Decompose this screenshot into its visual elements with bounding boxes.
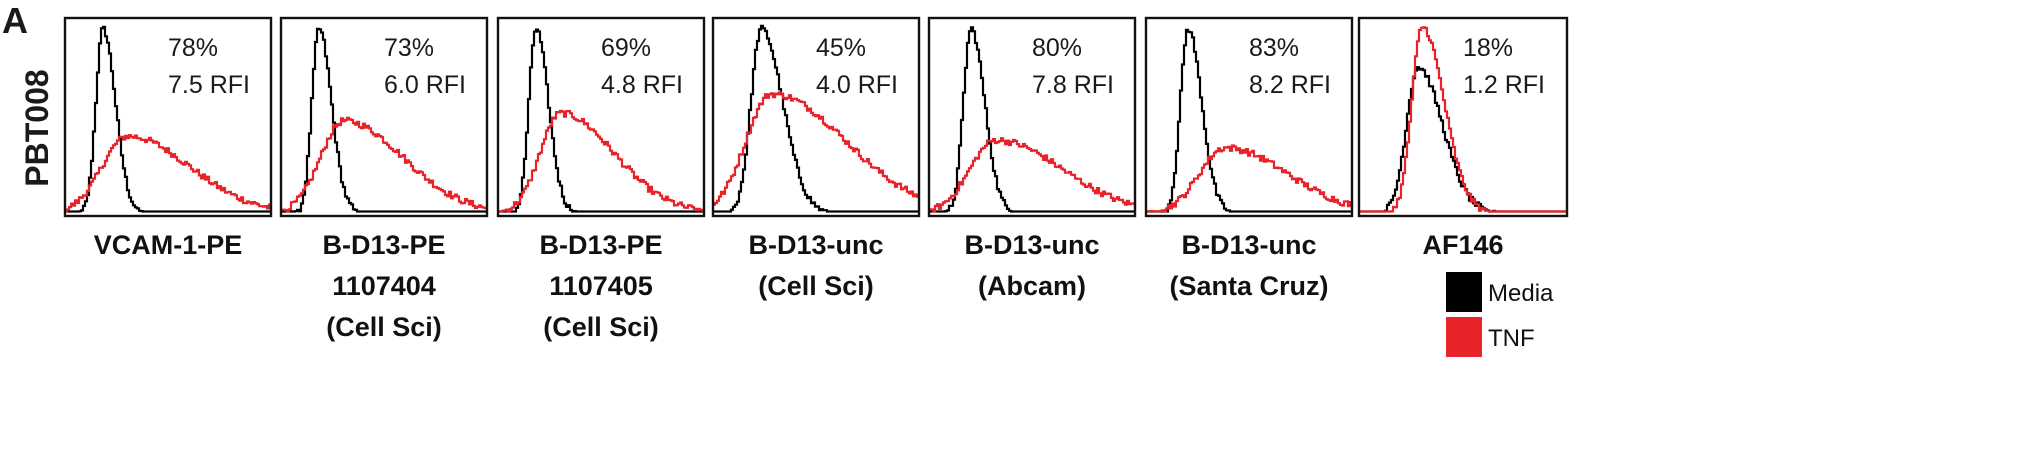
antibody-label: (Cell Sci) xyxy=(326,312,442,342)
legend-label-media: Media xyxy=(1488,280,1554,307)
histogram-trace-tnf xyxy=(713,91,921,206)
percent-positive-label: 73% xyxy=(384,34,434,62)
antibody-label: B-D13-PE xyxy=(539,230,662,260)
histogram-trace-tnf xyxy=(1146,144,1354,213)
panel-label: A xyxy=(2,0,28,41)
histogram-trace-tnf xyxy=(1359,26,1567,213)
rfi-label: 6.0 RFI xyxy=(384,71,466,99)
panel-frame xyxy=(279,16,489,218)
rfi-label: 7.8 RFI xyxy=(1032,71,1114,99)
histogram-panel: 78% 7.5 RFI VCAM-1-PE xyxy=(63,16,273,260)
histogram-panel: 45% 4.0 RFI B-D13-unc (Cell Sci) xyxy=(711,16,921,301)
antibody-label: 1107405 xyxy=(549,271,653,301)
panel-frame xyxy=(63,16,273,218)
antibody-label: B-D13-unc xyxy=(748,230,883,260)
histogram-trace-media xyxy=(498,28,704,213)
legend: Media TNF xyxy=(1446,272,1554,357)
panel-frame xyxy=(1357,16,1569,218)
antibody-label: (Cell Sci) xyxy=(758,271,874,301)
histogram-trace-tnf xyxy=(929,137,1137,213)
antibody-label: B-D13-unc xyxy=(964,230,1099,260)
antibody-label: (Santa Cruz) xyxy=(1169,271,1328,301)
histogram-panel: 73% 6.0 RFI B-D13-PE 1107404 (Cell Sci) xyxy=(279,16,489,342)
rfi-label: 8.2 RFI xyxy=(1249,71,1331,99)
percent-positive-label: 69% xyxy=(601,34,651,62)
percent-positive-label: 83% xyxy=(1249,34,1299,62)
histogram-trace-tnf xyxy=(65,134,273,213)
antibody-label: AF146 xyxy=(1422,230,1503,260)
legend-swatch-media xyxy=(1446,272,1482,312)
percent-positive-label: 45% xyxy=(816,34,866,62)
histogram-trace-media xyxy=(281,27,487,213)
antibody-label: 1107404 xyxy=(332,271,436,301)
histogram-trace-media xyxy=(1146,28,1352,213)
histogram-panel: 69% 4.8 RFI B-D13-PE 1107405 (Cell Sci) xyxy=(496,16,706,342)
antibody-label: B-D13-PE xyxy=(322,230,445,260)
panel-frame xyxy=(927,16,1137,218)
histogram-trace-tnf xyxy=(281,116,489,213)
row-label: PBT008 xyxy=(19,69,55,186)
legend-label-tnf: TNF xyxy=(1488,325,1535,352)
histogram-panels: 78% 7.5 RFI VCAM-1-PE 73% 6.0 RFI B-D13-PE 110… xyxy=(63,16,1569,342)
histogram-panel: 18% 1.2 RFI AF146 xyxy=(1357,16,1569,260)
antibody-label: B-D13-unc xyxy=(1181,230,1316,260)
panel-frame xyxy=(496,16,706,218)
rfi-label: 7.5 RFI xyxy=(168,71,250,99)
antibody-label: (Abcam) xyxy=(978,271,1086,301)
rfi-label: 1.2 RFI xyxy=(1463,71,1545,99)
histogram-trace-media xyxy=(713,24,919,213)
panel-frame xyxy=(1144,16,1354,218)
antibody-label: (Cell Sci) xyxy=(543,312,659,342)
panel-frame xyxy=(711,16,921,218)
percent-positive-label: 78% xyxy=(168,34,218,62)
legend-swatch-tnf xyxy=(1446,317,1482,357)
histogram-panel: 80% 7.8 RFI B-D13-unc (Abcam) xyxy=(927,16,1137,301)
rfi-label: 4.8 RFI xyxy=(601,71,683,99)
histogram-panel: 83% 8.2 RFI B-D13-unc (Santa Cruz) xyxy=(1144,16,1354,301)
histogram-trace-tnf xyxy=(498,109,706,213)
rfi-label: 4.0 RFI xyxy=(816,71,898,99)
histogram-trace-media xyxy=(65,25,271,213)
percent-positive-label: 80% xyxy=(1032,34,1082,62)
antibody-label: VCAM-1-PE xyxy=(94,230,243,260)
percent-positive-label: 18% xyxy=(1463,34,1513,62)
histogram-trace-media xyxy=(929,26,1135,213)
